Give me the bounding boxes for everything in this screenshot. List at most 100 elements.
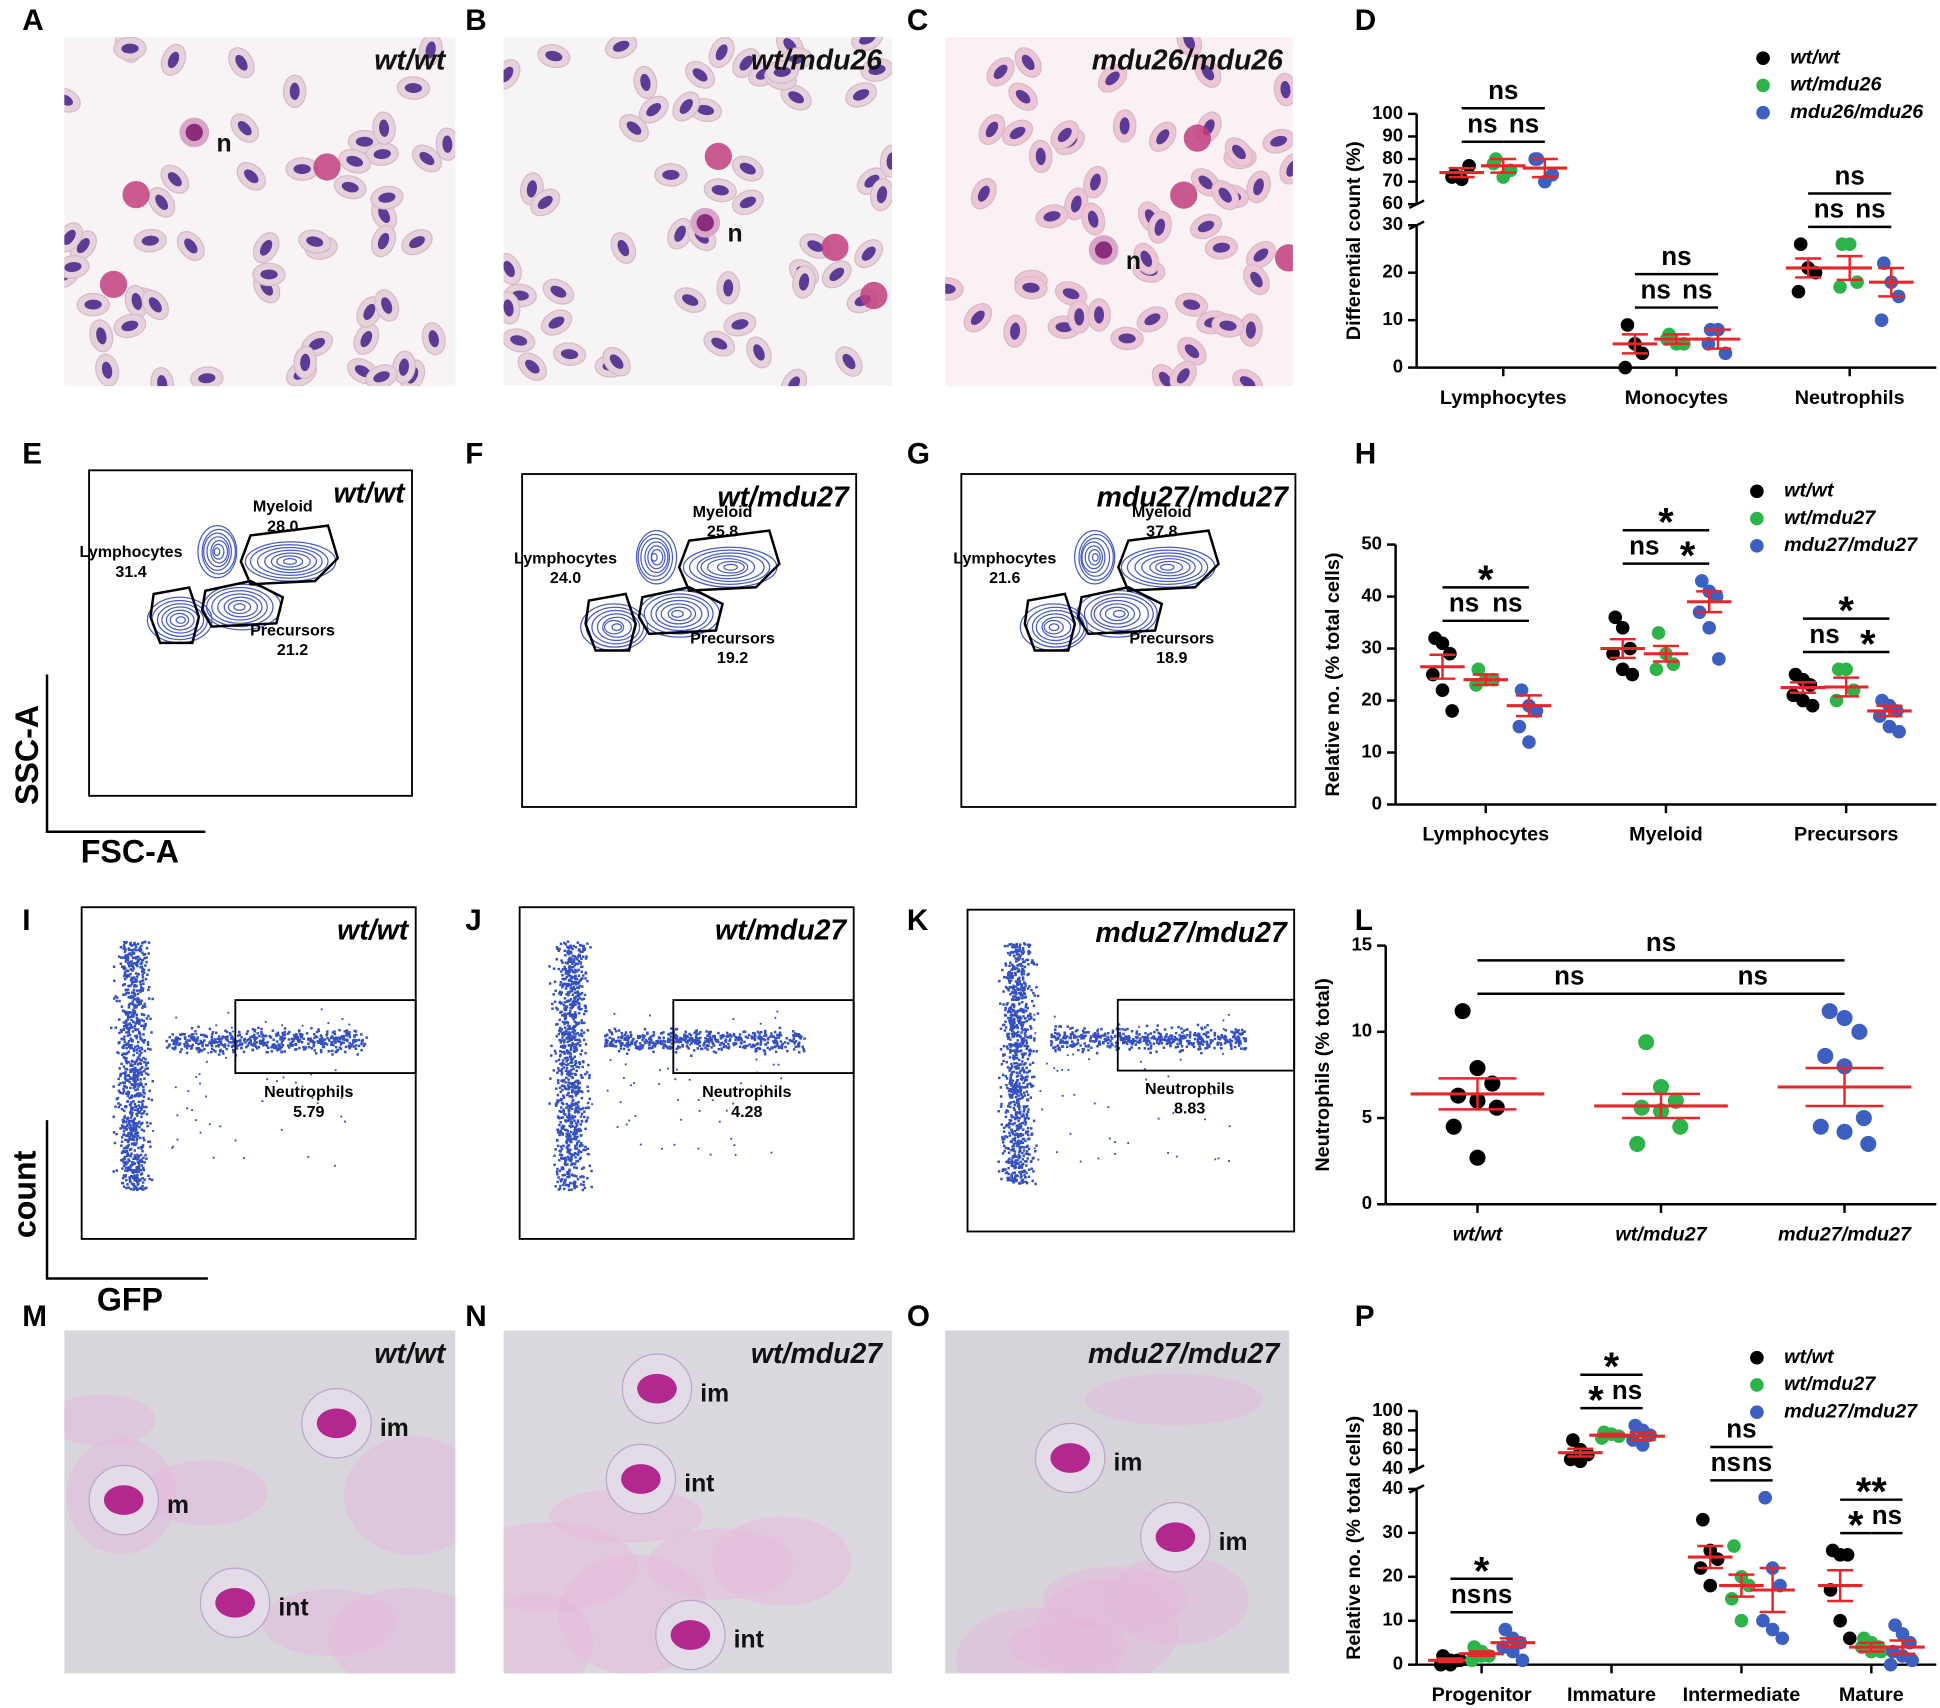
cell-label: im: [380, 1415, 409, 1442]
cell-nucleus: [787, 376, 801, 387]
event: [554, 1103, 558, 1106]
event: [1083, 1027, 1086, 1030]
event: [560, 1001, 563, 1005]
event: [321, 1037, 324, 1040]
plot-frame: [960, 473, 1297, 808]
event: [658, 1041, 661, 1045]
event: [1015, 1178, 1018, 1182]
event: [1234, 1028, 1237, 1031]
event: [1019, 1017, 1023, 1020]
event: [279, 1035, 282, 1039]
event: [123, 1084, 126, 1088]
event: [132, 1129, 135, 1133]
event: [559, 1110, 563, 1114]
event: [178, 1042, 181, 1046]
event: [138, 1035, 142, 1038]
event: [235, 1047, 239, 1050]
event: [136, 1028, 140, 1031]
event: [760, 1036, 763, 1039]
event: [638, 1042, 642, 1045]
event: [697, 1037, 701, 1040]
event: [1009, 1011, 1013, 1014]
event: [121, 966, 125, 969]
event: [1033, 1018, 1036, 1021]
erythrocyte: [1279, 152, 1293, 185]
event: [559, 942, 563, 946]
cell-nucleus: [617, 239, 630, 257]
event: [636, 1045, 639, 1048]
event: [1196, 1040, 1200, 1044]
event: [121, 1150, 124, 1154]
event: [1031, 1061, 1035, 1064]
event: [567, 1027, 571, 1030]
event: [340, 1115, 343, 1118]
event: [130, 1174, 133, 1178]
event: [142, 1105, 146, 1109]
event: [588, 1074, 591, 1077]
event: [1033, 1037, 1036, 1040]
erythrocyte: [945, 277, 964, 301]
event: [226, 1036, 229, 1039]
event: [571, 960, 575, 963]
event: [183, 1036, 187, 1039]
event: [667, 1037, 670, 1040]
event: [802, 1049, 806, 1053]
event: [125, 1031, 128, 1034]
event: [125, 1086, 129, 1089]
event: [578, 984, 581, 988]
cell-nucleus: [404, 83, 423, 94]
event: [561, 1059, 565, 1062]
event: [679, 1036, 682, 1040]
event: [558, 1099, 562, 1102]
event: [718, 1120, 721, 1123]
event: [1010, 1084, 1013, 1087]
event: [139, 1067, 142, 1070]
event: [770, 1032, 773, 1035]
event: [141, 1039, 144, 1042]
event: [726, 1034, 730, 1037]
contour: [643, 593, 714, 635]
event: [218, 1053, 221, 1056]
event: [1237, 1044, 1241, 1047]
event: [569, 944, 572, 947]
event: [347, 1033, 351, 1036]
event: [228, 1041, 231, 1044]
event: [134, 1083, 137, 1086]
event: [275, 1046, 278, 1050]
event: [997, 1170, 1001, 1173]
event: [591, 1103, 594, 1106]
event: [139, 1123, 143, 1126]
event: [711, 1034, 715, 1038]
event: [999, 1048, 1003, 1051]
event: [151, 997, 154, 1001]
event: [1021, 1141, 1024, 1145]
event: [998, 979, 1001, 983]
event: [700, 1047, 704, 1051]
event: [1076, 1038, 1080, 1042]
event: [1168, 1041, 1172, 1045]
event: [138, 957, 142, 960]
event: [1131, 1041, 1135, 1044]
event: [1143, 1047, 1147, 1050]
event: [127, 1050, 130, 1054]
event: [564, 969, 568, 973]
event: [764, 1029, 767, 1033]
event: [135, 1137, 139, 1140]
event: [1016, 1039, 1020, 1042]
event: [1029, 1027, 1033, 1030]
event: [675, 1068, 678, 1071]
event: [144, 940, 147, 944]
event: [579, 1183, 583, 1186]
event: [308, 1037, 311, 1040]
event: [363, 1042, 366, 1046]
event: [1018, 996, 1021, 1000]
event: [119, 946, 123, 949]
event: [1126, 1027, 1129, 1031]
event: [796, 1045, 800, 1048]
event: [1015, 1014, 1019, 1017]
event: [1011, 951, 1015, 954]
event: [237, 1030, 241, 1034]
event: [1006, 1032, 1009, 1036]
event: [1003, 944, 1007, 948]
event: [558, 1159, 561, 1162]
